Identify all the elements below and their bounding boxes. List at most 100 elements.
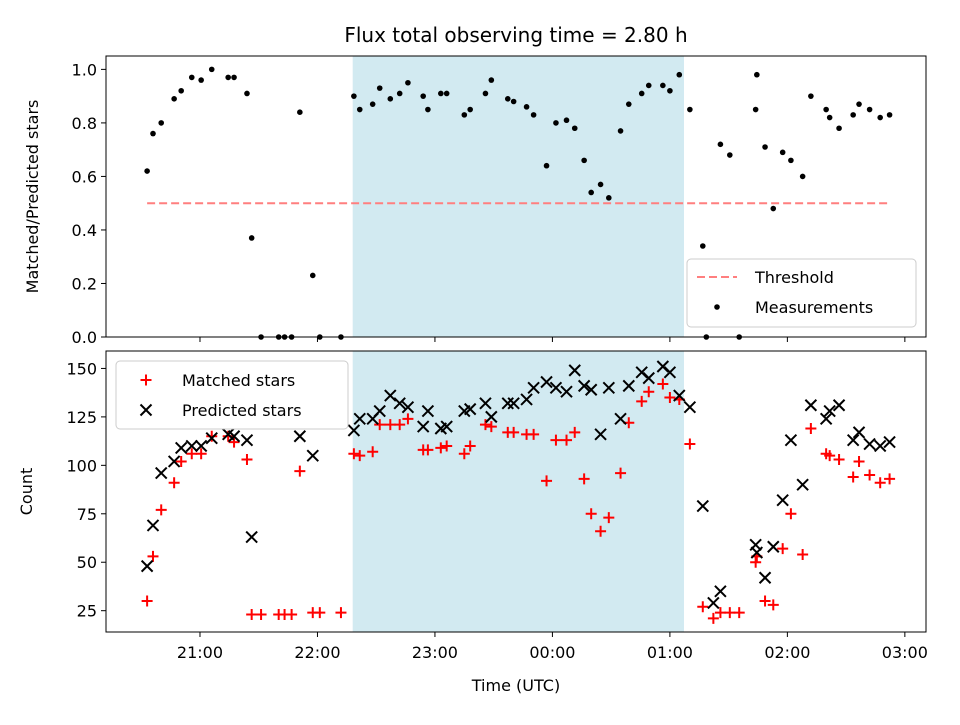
predicted-stars-point (852, 426, 866, 439)
measurement-point (351, 93, 357, 99)
matched-stars-point (508, 426, 520, 438)
measurement-point (660, 82, 666, 89)
measurement-point (866, 106, 873, 113)
predicted-stars-point (750, 546, 764, 559)
matched-stars-point (657, 378, 669, 390)
matched-stars-point (335, 607, 347, 619)
matched-stars-point (367, 446, 379, 458)
matched-stars-point (643, 386, 655, 398)
measurement-point (171, 96, 177, 102)
matched-stars-point (147, 550, 159, 562)
predicted-stars-point (540, 375, 553, 389)
measurement-point (588, 189, 594, 196)
predicted-stars-point (373, 404, 386, 418)
matched-stars-point (561, 434, 573, 446)
predicted-stars-point (683, 400, 697, 414)
measurement-point (638, 90, 645, 97)
predicted-stars-point (205, 431, 218, 445)
legend: Matched stars Predicted stars (115, 360, 349, 430)
measurement-point (717, 141, 724, 148)
matched-stars-point (354, 450, 366, 462)
measurement-point (467, 106, 473, 113)
y-tick-label: 50 (77, 553, 97, 572)
y-tick-label: 25 (77, 602, 97, 621)
matched-stars-point (422, 444, 434, 456)
measurement-point (770, 205, 777, 212)
measurement-point (150, 130, 156, 137)
predicted-stars-point (673, 389, 686, 402)
matched-stars-point (884, 473, 896, 485)
predicted-stars-point (796, 478, 809, 491)
matched-stars-point (384, 419, 396, 431)
predicted-stars-point (463, 402, 477, 416)
matched-stars-point (206, 430, 218, 442)
matched-stars-point (394, 419, 406, 431)
measurement-point (553, 120, 559, 126)
plot-frame (105, 350, 927, 633)
legend-measurements-label: Measurements (755, 298, 873, 317)
matched-stars-point (874, 477, 886, 489)
matched-stars-point (314, 607, 326, 619)
y-tick-label: 0.6 (72, 167, 97, 186)
measurement-point (850, 112, 856, 118)
predicted-stars-point (819, 412, 833, 426)
predicted-stars-point (663, 366, 677, 379)
matched-stars-point (733, 607, 745, 619)
predicted-stars-point (873, 439, 887, 453)
matched-stars-point (853, 455, 865, 467)
matched-stars-point (458, 448, 470, 460)
matched-stars-point (767, 599, 779, 611)
measurement-point (356, 106, 363, 113)
measurement-point (244, 90, 250, 97)
measurement-point (886, 112, 893, 118)
measurement-point (376, 85, 383, 91)
measurement-point (144, 168, 150, 174)
measurement-point (836, 125, 842, 132)
matched-stars-point (222, 430, 234, 442)
predicted-stars-point (527, 381, 540, 395)
predicted-stars-point (306, 449, 319, 462)
x-tick-label: 22:00 (294, 643, 340, 662)
legend-box (115, 360, 349, 430)
measurement-point (823, 106, 829, 113)
measurement-point (571, 125, 578, 132)
y-axis-label: Count (17, 468, 36, 516)
y-tick-label: 0.2 (72, 274, 97, 293)
measurement-point (581, 157, 587, 164)
measurement-point (667, 87, 673, 94)
predicted-stars-point (577, 379, 591, 393)
measurement-point (523, 104, 530, 110)
measurement-point (788, 157, 794, 164)
y-tick-label: 125 (66, 408, 97, 427)
y-axis-label: Matched/Predicted stars (23, 100, 42, 294)
measurement-point (543, 162, 550, 169)
measurement-point (231, 74, 237, 81)
y-tick-label: 0.8 (72, 114, 97, 133)
measurement-point (504, 96, 511, 102)
matched-stars-point (847, 471, 859, 483)
matched-stars-point (824, 450, 836, 462)
matched-stars-point (402, 413, 414, 425)
measurement-point (225, 74, 231, 81)
matched-stars-point (485, 421, 497, 433)
x-tick-label: 23:00 (412, 643, 458, 662)
predicted-stars-point (549, 381, 563, 395)
predicted-stars-point (832, 399, 846, 412)
matched-stars-point (615, 467, 627, 479)
matched-stars-point (348, 448, 360, 460)
predicted-stars-point (353, 412, 366, 426)
predicted-stars-point (622, 379, 635, 393)
predicted-stars-point (140, 559, 154, 573)
measurement-point (727, 152, 733, 158)
predicted-stars-point (776, 494, 789, 507)
matched-stars-point (435, 442, 447, 454)
measurement-point (606, 195, 612, 201)
matched-stars-point (585, 508, 597, 520)
y-tick-label: 0.4 (72, 221, 97, 240)
plot-frame (105, 55, 927, 338)
matched-stars-point (255, 609, 267, 621)
measurement-point (405, 79, 411, 86)
predicted-stars-point (642, 371, 655, 385)
